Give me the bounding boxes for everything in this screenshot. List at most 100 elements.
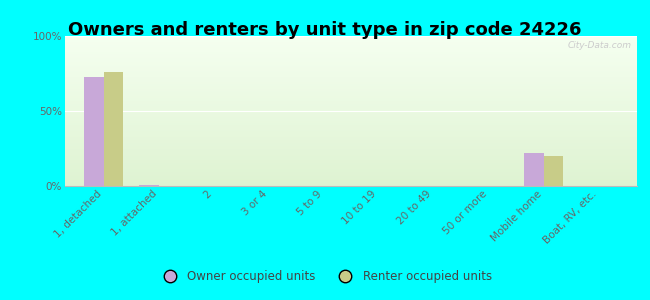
Bar	[65, 144, 637, 145]
Bar	[65, 77, 637, 78]
Bar	[65, 39, 637, 40]
Bar	[65, 61, 637, 62]
Bar	[65, 177, 637, 178]
Bar	[65, 99, 637, 100]
Bar	[65, 93, 637, 94]
Bar	[65, 165, 637, 166]
Bar	[65, 81, 637, 82]
Bar	[65, 143, 637, 144]
Bar	[65, 160, 637, 161]
Bar	[65, 124, 637, 125]
Bar	[65, 46, 637, 47]
Bar	[65, 178, 637, 179]
Bar	[65, 118, 637, 119]
Bar	[65, 98, 637, 99]
Bar	[65, 138, 637, 139]
Bar	[65, 94, 637, 95]
Bar	[65, 57, 637, 58]
Bar	[65, 78, 637, 79]
Text: Owners and renters by unit type in zip code 24226: Owners and renters by unit type in zip c…	[68, 21, 582, 39]
Bar	[65, 160, 637, 161]
Bar	[65, 85, 637, 86]
Bar	[65, 130, 637, 131]
Bar	[65, 185, 637, 186]
Bar	[65, 122, 637, 123]
Bar	[65, 162, 637, 163]
Bar	[65, 67, 637, 68]
Bar	[65, 48, 637, 49]
Bar	[65, 76, 637, 77]
Bar	[65, 75, 637, 76]
Bar	[65, 79, 637, 80]
Bar	[65, 135, 637, 136]
Bar	[65, 40, 637, 41]
Bar	[65, 142, 637, 143]
Bar	[65, 63, 637, 64]
Bar	[65, 80, 637, 81]
Bar	[65, 102, 637, 103]
Bar	[65, 90, 637, 91]
Bar	[65, 137, 637, 138]
Bar	[65, 55, 637, 56]
Legend: Owner occupied units, Renter occupied units: Owner occupied units, Renter occupied un…	[153, 266, 497, 288]
Bar	[65, 120, 637, 121]
Bar	[65, 136, 637, 137]
Bar	[65, 59, 637, 60]
Bar	[65, 100, 637, 101]
Bar	[65, 116, 637, 117]
Bar	[65, 52, 637, 53]
Bar	[65, 126, 637, 127]
Bar	[65, 141, 637, 142]
Bar	[65, 49, 637, 50]
Bar	[65, 45, 637, 46]
Bar	[65, 92, 637, 93]
Bar	[65, 167, 637, 168]
Bar	[65, 173, 637, 174]
Bar	[65, 163, 637, 164]
Bar	[65, 172, 637, 173]
Bar	[65, 68, 637, 69]
Bar	[84, 76, 103, 186]
Bar	[65, 70, 637, 71]
Bar	[65, 101, 637, 102]
Bar	[65, 112, 637, 113]
Bar	[65, 128, 637, 129]
Bar	[65, 58, 637, 59]
Bar	[65, 131, 637, 132]
Bar	[65, 113, 637, 114]
Bar	[65, 87, 637, 88]
Bar	[65, 115, 637, 116]
Bar	[65, 83, 637, 84]
Bar	[65, 42, 637, 43]
Bar	[65, 161, 637, 162]
Bar	[65, 149, 637, 150]
Bar	[65, 175, 637, 176]
Bar	[65, 168, 637, 169]
Bar	[65, 69, 637, 70]
Bar	[65, 169, 637, 170]
Bar	[65, 72, 637, 73]
Bar	[65, 56, 637, 57]
Bar	[65, 62, 637, 63]
Bar	[65, 41, 637, 42]
Bar	[65, 148, 637, 149]
Bar	[65, 125, 637, 126]
Bar	[65, 47, 637, 48]
Bar	[65, 84, 637, 85]
Bar	[65, 85, 637, 86]
Bar	[65, 134, 637, 135]
Bar	[65, 103, 637, 104]
Bar	[65, 66, 637, 67]
Bar	[65, 50, 637, 51]
Bar	[65, 71, 637, 72]
Text: City-Data.com: City-Data.com	[567, 40, 631, 50]
Bar	[139, 184, 159, 186]
Bar	[65, 64, 637, 65]
Bar	[65, 36, 637, 37]
Bar	[65, 109, 637, 110]
Bar	[65, 145, 637, 146]
Bar	[65, 146, 637, 147]
Bar	[65, 110, 637, 111]
Bar	[65, 179, 637, 180]
Bar	[65, 181, 637, 182]
